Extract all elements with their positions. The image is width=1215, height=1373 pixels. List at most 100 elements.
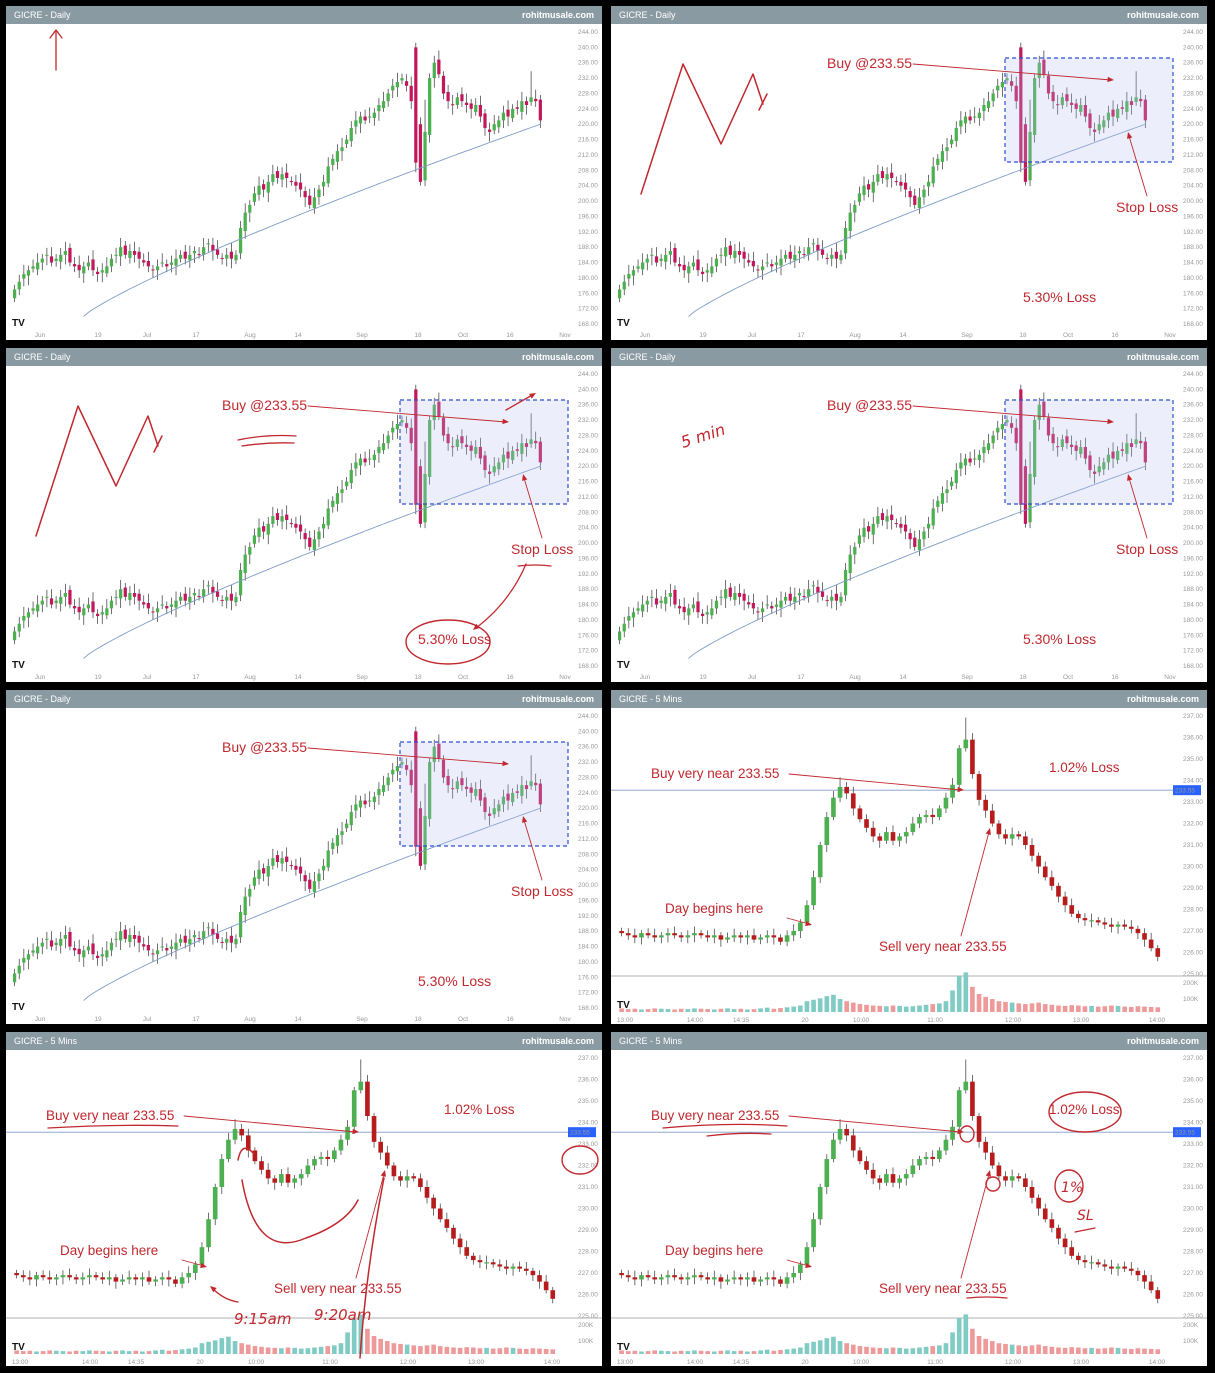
candle-body [40, 1275, 46, 1278]
candle-body [354, 804, 358, 811]
candle-body [132, 251, 137, 255]
candle-body [398, 1176, 403, 1181]
candle-body [853, 204, 857, 213]
candle-body [617, 289, 622, 299]
candle-body [1088, 113, 1092, 129]
y-tick-label: 200.00 [578, 198, 598, 205]
candle-body [1106, 112, 1111, 121]
candle-body [798, 922, 803, 931]
candle-body [271, 174, 275, 182]
candle-body [155, 950, 160, 955]
candle-body [1069, 444, 1074, 447]
y-tick-label: 172.00 [1183, 306, 1203, 313]
volume-bar [632, 1008, 638, 1012]
candle-body [511, 450, 515, 461]
volume-bar [484, 1347, 489, 1354]
watermark-site: rohitmusale.com [1126, 10, 1199, 20]
candle-body [705, 612, 709, 615]
y-tick-label: 232.00 [1183, 821, 1203, 828]
candle-body [1009, 423, 1014, 428]
candle-body [492, 808, 496, 815]
x-tick-label: 18 [414, 1016, 422, 1023]
y-tick-label: 232.00 [578, 417, 598, 424]
arrow-head [985, 828, 991, 835]
candle-body [91, 601, 95, 613]
candle-body [335, 151, 340, 162]
candle-body [155, 266, 160, 271]
x-tick-label: 20 [801, 1359, 809, 1366]
moving-average-line [83, 123, 541, 317]
candle-body [428, 420, 432, 477]
buy-label: Buy @233.55 [827, 397, 912, 413]
chart-header: GICRE - Daily rohitmusale.com [6, 690, 602, 708]
candle-body [63, 593, 67, 597]
volume-bar [444, 1346, 450, 1354]
candle-body [96, 955, 100, 959]
candle-body [317, 189, 321, 198]
x-tick-label: Jul [143, 332, 152, 339]
volume-bar [659, 1008, 664, 1012]
buy-label: Buy very near 233.55 [651, 766, 779, 781]
candle-body [68, 247, 72, 263]
candle-body [17, 965, 21, 974]
candle-body [524, 101, 529, 105]
candle-body [837, 786, 843, 798]
candle-body [926, 523, 931, 529]
candle-body [404, 765, 409, 770]
volume-bar [100, 1351, 105, 1354]
y-tick-label: 204.00 [1183, 183, 1203, 190]
y-tick-label: 200.00 [1183, 198, 1203, 205]
candle-body [345, 481, 349, 487]
candle-body [784, 1277, 790, 1284]
volume-bar [133, 1350, 139, 1354]
candle-body [378, 1141, 383, 1153]
candle-body [940, 151, 945, 162]
candle-body [983, 799, 988, 811]
candle-body [114, 254, 118, 256]
candle-body [788, 593, 792, 601]
candle-body [673, 589, 677, 605]
candle-body [26, 270, 31, 276]
volume-bar [619, 1350, 624, 1354]
candle-body [174, 258, 178, 266]
volume-bar [791, 1348, 797, 1354]
volume-bar [1036, 1002, 1041, 1012]
tradingview-logo: TV [617, 318, 630, 329]
price-tag [1173, 1127, 1201, 1138]
x-tick-label: 20 [801, 1017, 809, 1024]
candle-body [1143, 99, 1147, 121]
candle-body [884, 832, 889, 841]
arrow-head [210, 1286, 217, 1293]
volume-bar [365, 1328, 370, 1354]
volume-bar [411, 1345, 417, 1354]
volume-bar [113, 1350, 119, 1354]
candle-body [530, 1270, 536, 1276]
x-tick-label: Nov [1164, 674, 1176, 681]
candle-body [497, 462, 501, 470]
volume-bar [1036, 1344, 1041, 1354]
candle-body [431, 1197, 436, 1209]
candle-body [834, 251, 838, 259]
y-tick-label: 196.00 [578, 555, 598, 562]
candle-body [332, 1150, 337, 1160]
y-tick-label: 229.00 [1183, 1227, 1203, 1234]
candle-body [215, 249, 220, 255]
candle-body [977, 112, 981, 119]
volume-bar [497, 1348, 503, 1354]
candle-body [414, 389, 418, 505]
candle-body [632, 1277, 638, 1280]
y-tick-label: 220.00 [578, 805, 598, 812]
candle-body [1023, 124, 1028, 182]
candle-body [22, 274, 26, 279]
candle-body [737, 251, 742, 255]
y-tick-label: 240.00 [578, 386, 598, 393]
volume-bar [1095, 1006, 1101, 1012]
volume-bar [206, 1341, 211, 1354]
volume-bar [1089, 1005, 1094, 1012]
x-tick-label: Aug [244, 1016, 256, 1023]
volume-bar [930, 1346, 936, 1354]
volume-bar [523, 1348, 529, 1354]
loss-label: 1.02% Loss [1049, 1102, 1120, 1117]
candle-body [850, 1135, 856, 1151]
loss-label: 1.02% Loss [1049, 760, 1120, 775]
